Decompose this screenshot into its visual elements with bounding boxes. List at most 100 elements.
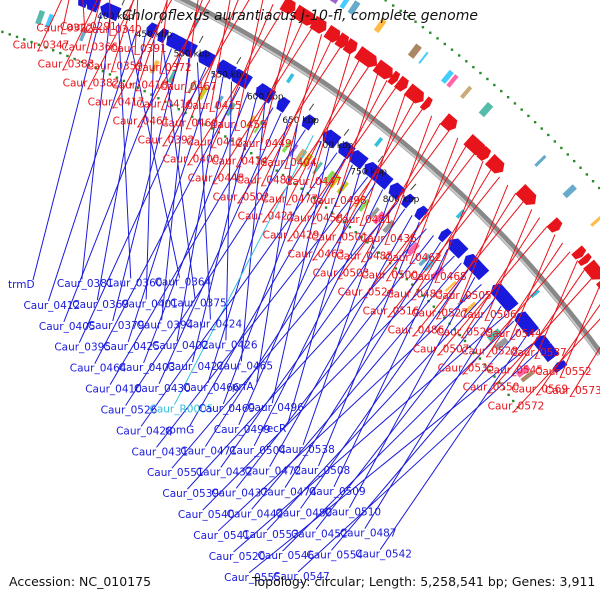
gene-label[interactable]: Caur_0546: [258, 550, 315, 562]
gene-label[interactable]: Caur_0529: [436, 326, 493, 338]
gene-label[interactable]: Caur_0477: [261, 193, 318, 205]
gene-label[interactable]: Caur_0364: [155, 277, 212, 289]
gene-label[interactable]: Caur_0402: [152, 340, 209, 352]
gene-label[interactable]: Caur_0467: [160, 81, 217, 93]
gene-label[interactable]: Caur_0552: [535, 366, 592, 378]
gene-label[interactable]: Caur_0410: [85, 384, 142, 396]
gene-label[interactable]: Caur_0481: [335, 214, 392, 226]
gene-label[interactable]: Caur_0462: [385, 252, 442, 264]
gene-label[interactable]: Caur_0535: [438, 363, 495, 375]
gene-label[interactable]: rpmG: [165, 425, 194, 437]
gene-label[interactable]: Caur_0392: [138, 135, 195, 147]
gene-label[interactable]: Caur_0482: [236, 174, 293, 186]
gene-label[interactable]: Caur_0394: [137, 319, 194, 331]
gene-label[interactable]: Caur_0502: [213, 192, 270, 204]
gene-label[interactable]: Caur_0569: [511, 383, 568, 395]
gene-label[interactable]: Caur_0501: [311, 231, 368, 243]
gene-label[interactable]: Caur_0404: [260, 157, 317, 169]
gene-label[interactable]: Caur_0550: [463, 382, 520, 394]
gene-label[interactable]: Caur_0486: [388, 325, 445, 337]
gene-label[interactable]: Caur_0463: [288, 249, 345, 261]
gene-label[interactable]: Caur_0554: [306, 549, 363, 561]
gene-label[interactable]: Caur_0537: [510, 347, 567, 359]
gene-label[interactable]: Caur_0322: [36, 22, 93, 34]
gene-label[interactable]: Caur_0421: [238, 211, 295, 223]
gene-label[interactable]: Caur_0412: [23, 300, 80, 312]
gene-label[interactable]: Caur_0528: [461, 345, 518, 357]
gene-label[interactable]: Caur_0480: [276, 507, 333, 519]
gene-label[interactable]: Caur_0381: [57, 278, 114, 290]
gene-label[interactable]: Caur_0510: [324, 507, 381, 519]
gene-label[interactable]: Caur_0503: [313, 268, 370, 280]
gene-label[interactable]: Caur_0541: [193, 530, 250, 542]
gene-label[interactable]: Caur_0449: [235, 138, 292, 150]
gene-label[interactable]: Caur_0506: [460, 309, 517, 321]
gene-label[interactable]: Caur_0442: [227, 508, 284, 520]
gene-label[interactable]: Caur_0432: [196, 466, 253, 478]
gene-label[interactable]: Caur_0485: [336, 250, 393, 262]
gene-label[interactable]: Caur_0547: [273, 571, 330, 583]
gene-label[interactable]: Caur_0447: [285, 176, 342, 188]
gene-label[interactable]: Caur_0516: [363, 306, 420, 318]
gene-label[interactable]: Caur_0375: [170, 298, 227, 310]
gene-label[interactable]: Caur_0469: [198, 403, 255, 415]
gene-label[interactable]: Caur_0459: [210, 119, 267, 131]
gene-label[interactable]: Caur_0573: [545, 385, 600, 397]
gene-label[interactable]: Caur_0413: [186, 136, 243, 148]
gene-label[interactable]: Caur_0425: [103, 341, 160, 353]
gene-label[interactable]: Caur_0391: [110, 43, 167, 55]
gene-label[interactable]: Caur_0572: [488, 401, 545, 413]
gene-label[interactable]: Caur_0540: [178, 509, 235, 521]
gene-label[interactable]: Caur_0448: [188, 173, 245, 185]
gene-label[interactable]: Caur_0504: [229, 445, 286, 457]
gene-label[interactable]: Caur_0520: [209, 551, 266, 563]
gene-label[interactable]: Caur_0542: [355, 549, 412, 561]
gene-label[interactable]: Caur_0507: [413, 344, 470, 356]
gene-label[interactable]: recR: [263, 423, 287, 435]
gene-label[interactable]: Caur_R0005: [149, 404, 213, 416]
gene-label[interactable]: Caur_0452: [291, 528, 348, 540]
gene-label[interactable]: Caur_0483: [386, 288, 443, 300]
gene-label[interactable]: Caur_0437: [211, 487, 268, 499]
gene-label[interactable]: prfA: [232, 381, 255, 393]
gene-label[interactable]: Caur_0372: [135, 62, 192, 74]
gene-label[interactable]: Caur_0496: [247, 402, 304, 414]
gene-label[interactable]: Caur_0500: [361, 269, 418, 281]
gene-label[interactable]: Caur_0472: [245, 466, 302, 478]
gene-label[interactable]: Caur_0340: [85, 24, 142, 36]
gene-label[interactable]: Caur_0538: [278, 444, 335, 456]
gene-label[interactable]: Caur_0360: [106, 277, 163, 289]
gene-label[interactable]: Caur_0405: [39, 321, 96, 333]
gene-label[interactable]: Caur_0460: [161, 117, 218, 129]
gene-label[interactable]: Caur_0498: [310, 195, 367, 207]
gene-label[interactable]: Caur_0551: [147, 467, 204, 479]
gene-label[interactable]: Caur_0418: [111, 79, 168, 91]
gene-label[interactable]: Caur_0431: [132, 446, 189, 458]
gene-label[interactable]: Caur_0428: [116, 425, 173, 437]
gene-label[interactable]: Caur_0359: [86, 60, 143, 72]
gene-label[interactable]: Caur_0464: [70, 363, 127, 375]
gene-label[interactable]: Caur_0400: [163, 154, 220, 166]
gene-label[interactable]: Caur_0458: [286, 212, 343, 224]
gene-label[interactable]: Caur_0415: [185, 100, 242, 112]
gene-label[interactable]: Caur_0509: [309, 486, 366, 498]
gene-label[interactable]: Caur_0426: [201, 339, 258, 351]
gene-label[interactable]: Caur_0471: [180, 446, 237, 458]
gene-label[interactable]: Caur_0545: [486, 364, 543, 376]
gene-label[interactable]: Caur_0414: [211, 155, 268, 167]
gene-label[interactable]: Caur_0465: [216, 360, 273, 372]
gene-label[interactable]: Caur_0468: [410, 271, 467, 283]
gene-label[interactable]: Caur_0474: [260, 487, 317, 499]
gene-label[interactable]: Caur_0487: [340, 528, 397, 540]
gene-label[interactable]: Caur_0436: [360, 233, 417, 245]
gene-label[interactable]: Caur_0553: [242, 529, 299, 541]
gene-label[interactable]: Caur_0347: [13, 40, 70, 52]
gene-label[interactable]: Caur_0539: [162, 488, 219, 500]
gene-label[interactable]: Caur_0379: [88, 320, 145, 332]
gene-label[interactable]: Caur_0508: [294, 465, 351, 477]
gene-label[interactable]: Caur_0429: [263, 230, 320, 242]
gene-label[interactable]: Caur_0524: [338, 287, 395, 299]
gene-label[interactable]: Caur_0291: [60, 21, 117, 33]
gene-label[interactable]: Caur_0383: [38, 59, 95, 71]
gene-label[interactable]: Caur_0424: [185, 319, 242, 331]
